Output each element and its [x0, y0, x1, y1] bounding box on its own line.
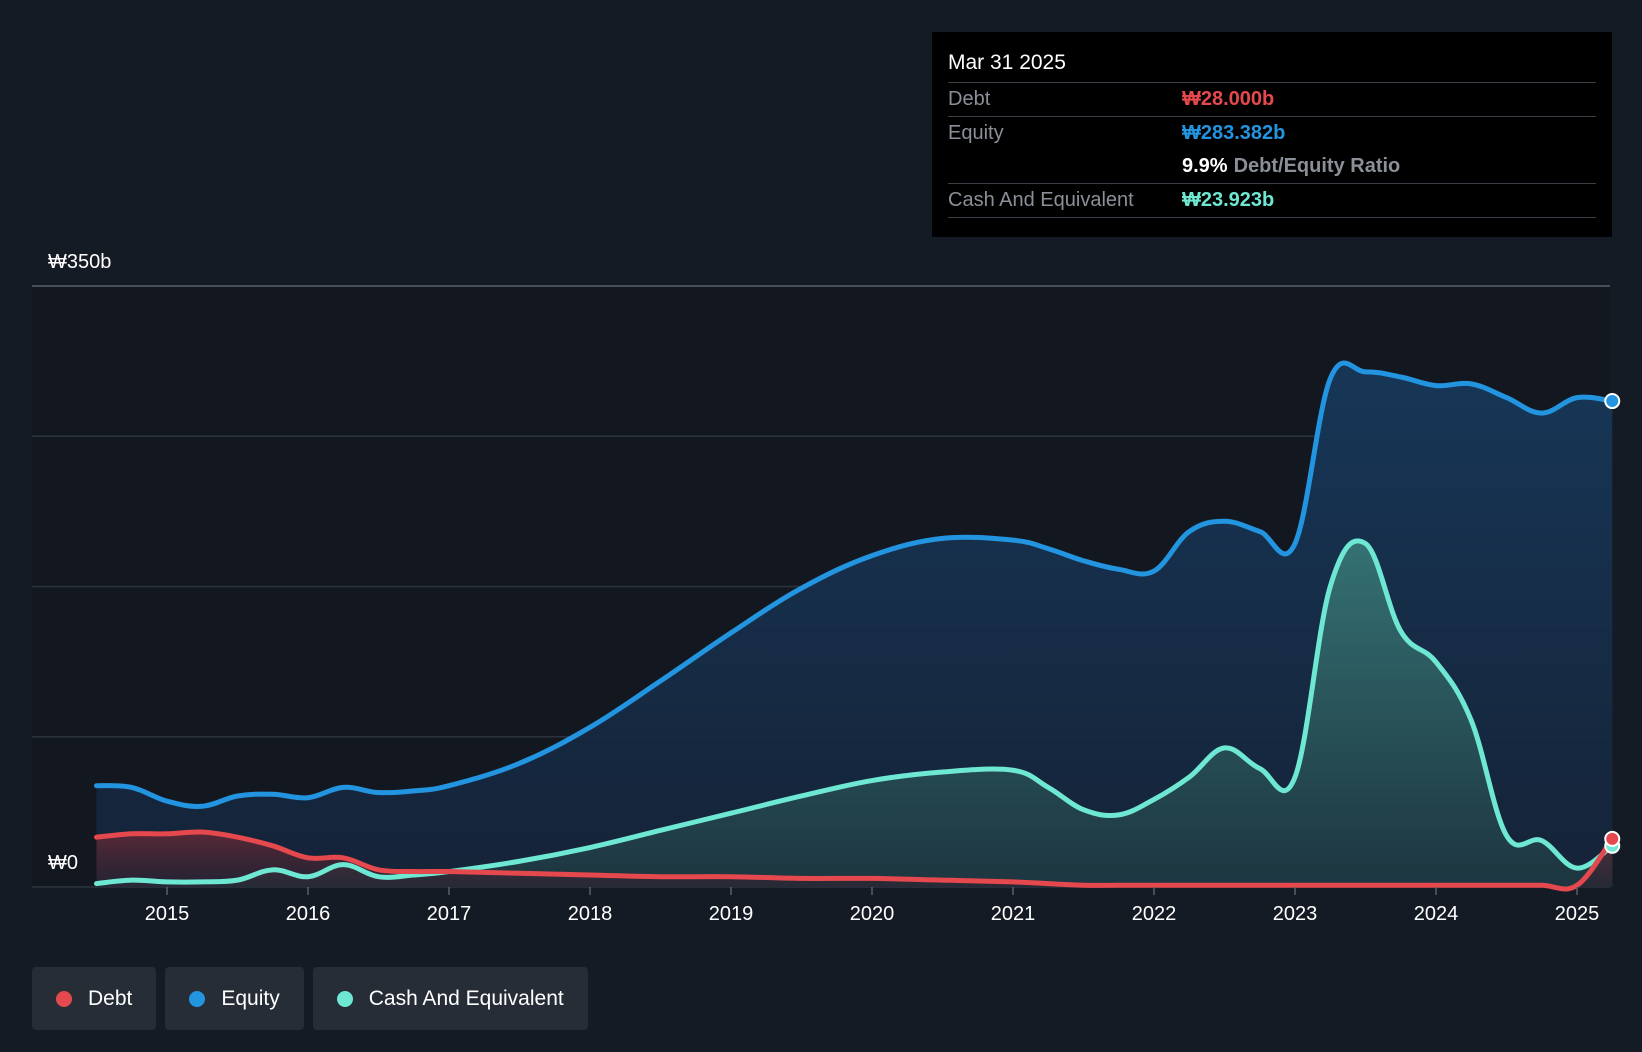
- x-tick-label: 2015: [145, 903, 190, 925]
- series-lines: [94, 360, 1615, 892]
- x-tick-label: 2025: [1555, 903, 1600, 925]
- tooltip-cash-value: ₩23.923b: [1182, 189, 1275, 211]
- tooltip-date: Mar 31 2025: [948, 51, 1066, 74]
- x-tick-label: 2019: [709, 903, 754, 925]
- series-areas: [96, 363, 1613, 889]
- series-end-markers: [1604, 393, 1621, 854]
- legend-item-debt[interactable]: Debt: [32, 967, 157, 1030]
- tooltip-debt-row: Debt ₩28.000b: [948, 82, 1596, 116]
- legend-item-equity[interactable]: Equity: [165, 967, 304, 1030]
- tooltip-cash-row: Cash And Equivalent ₩23.923b: [948, 183, 1596, 218]
- tooltip-debt-value: ₩28.000b: [1182, 88, 1275, 110]
- legend: Debt Equity Cash And Equivalent: [32, 967, 588, 1030]
- debt-end-marker: [1604, 830, 1621, 847]
- debt-area: [96, 831, 1613, 889]
- x-tick-label: 2023: [1273, 903, 1318, 925]
- data-tooltip: Mar 31 2025 Debt ₩28.000b Equity ₩283.38…: [932, 32, 1612, 237]
- equity-end-marker: [1604, 393, 1621, 410]
- legend-item-cash[interactable]: Cash And Equivalent: [312, 967, 588, 1030]
- x-tick-label: 2024: [1414, 903, 1459, 925]
- tooltip-equity-label: Equity: [948, 122, 1004, 144]
- cash-line: [94, 538, 1615, 887]
- tooltip-ratio-label: Debt/Equity Ratio: [1233, 155, 1401, 177]
- y-axis-zero-label: ₩0: [48, 852, 78, 874]
- tooltip-cash-label: Cash And Equivalent: [948, 189, 1134, 211]
- tooltip-ratio-spacer: [948, 150, 1182, 183]
- tooltip-equity-row: Equity ₩283.382b: [948, 116, 1596, 150]
- equity-line: [94, 360, 1615, 809]
- tooltip-debt-label: Debt: [948, 88, 991, 110]
- x-tick-label: 2018: [568, 903, 613, 925]
- cash-dot-icon: [336, 990, 353, 1007]
- legend-debt-label: Debt: [88, 986, 133, 1010]
- legend-cash-label: Cash And Equivalent: [368, 986, 564, 1010]
- tooltip-ratio-value: 9.9%: [1182, 155, 1228, 177]
- x-tick-label: 2021: [991, 903, 1036, 925]
- x-tick-label: 2016: [286, 903, 331, 925]
- tooltip-ratio-row: 9.9% Debt/Equity Ratio: [948, 150, 1596, 183]
- x-tick-label: 2020: [850, 903, 895, 925]
- legend-equity-label: Equity: [221, 986, 280, 1010]
- tooltip-equity-value: ₩283.382b: [1182, 122, 1286, 144]
- x-tick-label: 2017: [427, 903, 472, 925]
- x-axis-ticks: 2015 2016 2017 2018 2019 2020 2021 2022 2023 2024…: [145, 887, 1600, 925]
- y-axis-top-label: ₩350b: [48, 251, 112, 273]
- debt-line: [94, 829, 1615, 892]
- cash-area: [96, 540, 1613, 887]
- x-tick-label: 2022: [1132, 903, 1177, 925]
- equity-dot-icon: [189, 990, 206, 1007]
- debt-dot-icon: [56, 990, 72, 1007]
